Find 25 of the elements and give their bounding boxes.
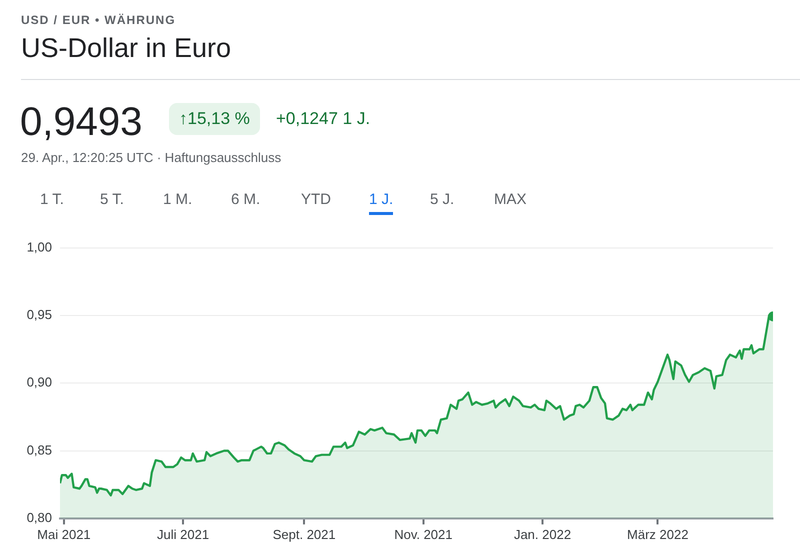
x-tick-label: März 2022 (627, 526, 688, 542)
x-tick-label: Mai 2021 (37, 526, 91, 542)
x-tick-label: Nov. 2021 (394, 526, 452, 542)
x-tick-label: Jan. 2022 (514, 526, 572, 542)
text: 5 T. (100, 191, 124, 210)
y-tick-label: 1,00 (26, 239, 52, 254)
text: 1 M. (163, 191, 192, 210)
text: ↑15,13 % (169, 103, 260, 135)
text: 29. Apr., 12:20:25 UTC · Haftungsausschluss (21, 150, 282, 165)
chart-subtitle: USD / EUR • WÄHRUNG (21, 13, 176, 27)
text: MAX (494, 191, 527, 210)
text: 1 J. (369, 191, 394, 215)
text: 0,9493 (20, 100, 142, 145)
y-tick-label: 0,95 (26, 307, 52, 322)
text: 1 T. (40, 191, 64, 210)
y-tick-label: 0,80 (26, 510, 52, 525)
y-tick-label: 0,85 (26, 442, 52, 458)
text: 5 J. (430, 191, 454, 210)
text: +0,1247 1 J. (276, 109, 370, 129)
text: 6 M. (231, 191, 260, 210)
x-tick-label: Sept. 2021 (272, 526, 336, 542)
text: YTD (301, 191, 331, 210)
chart-title: US-Dollar in Euro (21, 33, 232, 64)
y-tick-label: 0,90 (26, 374, 52, 390)
x-tick-label: Juli 2021 (157, 526, 210, 542)
